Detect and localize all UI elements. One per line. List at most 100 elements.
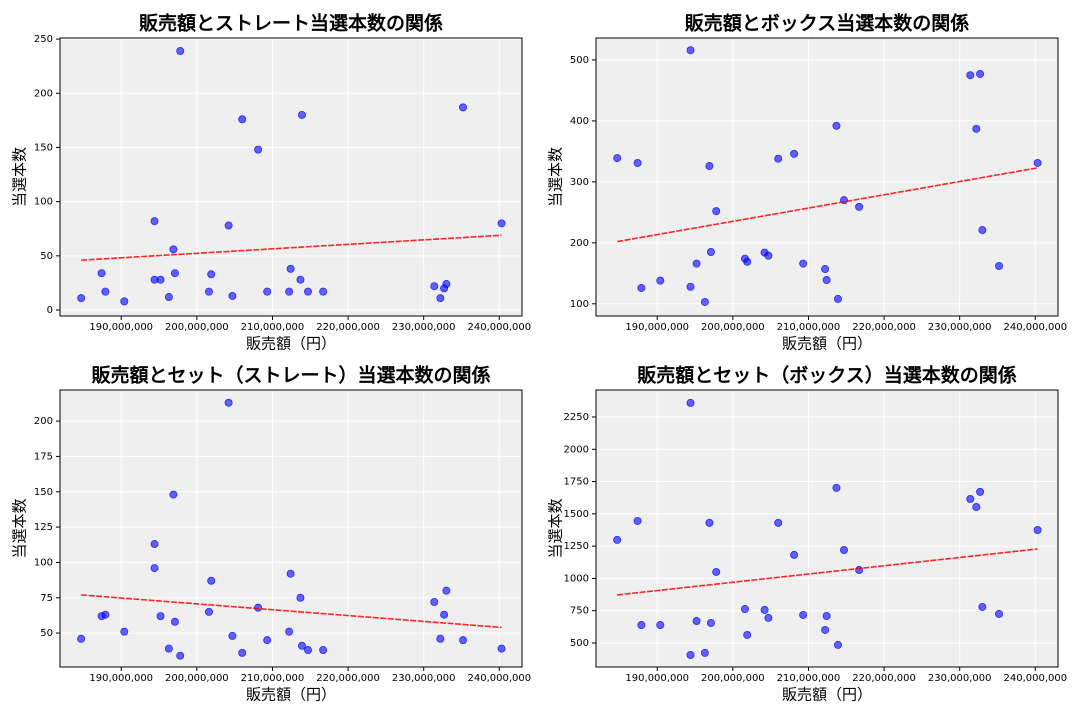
data-point bbox=[263, 636, 272, 645]
data-point bbox=[700, 297, 709, 306]
data-point bbox=[101, 610, 110, 619]
data-point bbox=[972, 502, 981, 511]
data-point bbox=[712, 567, 721, 576]
y-axis-label: 当選本数 bbox=[11, 498, 29, 558]
data-point bbox=[286, 264, 295, 273]
data-point bbox=[228, 631, 237, 640]
y-tick-label: 300 bbox=[570, 177, 589, 188]
data-point bbox=[712, 207, 721, 216]
data-point bbox=[224, 398, 233, 407]
y-axis-label: 当選本数 bbox=[547, 147, 565, 207]
y-tick-label: 100 bbox=[570, 299, 589, 310]
axes-frame bbox=[595, 389, 1059, 668]
data-point bbox=[833, 294, 842, 303]
data-point bbox=[430, 597, 439, 606]
data-point bbox=[207, 270, 216, 279]
x-tick-label: 240,000,000 bbox=[1004, 322, 1068, 333]
data-point bbox=[832, 121, 841, 130]
data-point bbox=[101, 287, 110, 296]
data-point bbox=[1033, 158, 1042, 167]
data-point bbox=[764, 613, 773, 622]
y-tick-label: 500 bbox=[570, 638, 589, 649]
x-tick-label: 200,000,000 bbox=[701, 322, 765, 333]
data-point bbox=[821, 265, 830, 274]
data-point bbox=[97, 269, 106, 278]
plot-area bbox=[60, 38, 522, 316]
x-axis-label: 販売額（円） bbox=[782, 686, 872, 704]
data-point bbox=[840, 546, 849, 555]
data-point bbox=[228, 291, 237, 300]
data-point bbox=[700, 648, 709, 657]
data-point bbox=[176, 651, 185, 660]
y-tick-label: 150 bbox=[34, 142, 53, 153]
subplot: 190,000,000 200,000,000 210,000,000 220,000… bbox=[547, 12, 1068, 353]
y-tick-label: 50 bbox=[40, 628, 53, 639]
y-tick-label: 50 bbox=[40, 251, 53, 262]
data-point bbox=[976, 487, 985, 496]
subplot: 190,000,000 200,000,000 210,000,000 220,000… bbox=[547, 364, 1068, 704]
data-point bbox=[238, 648, 247, 657]
y-axis-label: 当選本数 bbox=[547, 498, 565, 558]
data-point bbox=[156, 275, 165, 284]
data-point bbox=[77, 294, 86, 303]
x-axis-label: 販売額（円） bbox=[246, 335, 336, 353]
data-point bbox=[1033, 525, 1042, 534]
data-point bbox=[692, 259, 701, 268]
data-point bbox=[164, 644, 173, 653]
data-point bbox=[995, 262, 1004, 271]
y-tick-label: 1750 bbox=[564, 477, 589, 488]
axes-frame bbox=[59, 389, 523, 668]
y-tick-label: 1000 bbox=[564, 573, 589, 584]
x-tick-label: 220,000,000 bbox=[852, 673, 916, 684]
plot-area bbox=[60, 390, 522, 667]
x-tick-label: 200,000,000 bbox=[701, 673, 765, 684]
y-tick-label: 125 bbox=[34, 522, 53, 533]
axes-frame bbox=[595, 37, 1059, 317]
data-point bbox=[238, 115, 247, 124]
data-point bbox=[459, 636, 468, 645]
y-tick-label: 150 bbox=[34, 487, 53, 498]
data-point bbox=[150, 217, 159, 226]
x-tick-label: 230,000,000 bbox=[392, 322, 456, 333]
data-point bbox=[170, 617, 179, 626]
y-axis-label: 当選本数 bbox=[11, 147, 29, 207]
trend-line bbox=[617, 167, 1038, 243]
x-tick-label: 240,000,000 bbox=[468, 673, 532, 684]
data-point bbox=[821, 625, 830, 634]
x-tick-label: 210,000,000 bbox=[241, 322, 305, 333]
trend-line bbox=[617, 548, 1038, 596]
data-point bbox=[156, 612, 165, 621]
data-point bbox=[822, 276, 831, 285]
y-tick-label: 200 bbox=[34, 416, 53, 427]
data-point bbox=[440, 610, 449, 619]
data-point bbox=[686, 46, 695, 55]
data-point bbox=[285, 287, 294, 296]
data-point bbox=[855, 202, 864, 211]
y-tick-label: 1250 bbox=[564, 541, 589, 552]
data-point bbox=[164, 293, 173, 302]
data-point bbox=[832, 483, 841, 492]
data-point bbox=[319, 287, 328, 296]
data-point bbox=[706, 618, 715, 627]
x-axis-label: 販売額（円） bbox=[782, 335, 872, 353]
x-tick-label: 230,000,000 bbox=[928, 322, 992, 333]
data-point bbox=[169, 490, 178, 499]
data-point bbox=[204, 287, 213, 296]
data-point bbox=[459, 103, 468, 112]
data-point bbox=[740, 605, 749, 614]
y-tick-label: 500 bbox=[570, 55, 589, 66]
data-point bbox=[77, 634, 86, 643]
data-point bbox=[686, 650, 695, 659]
data-point bbox=[743, 257, 752, 266]
x-tick-label: 210,000,000 bbox=[241, 673, 305, 684]
x-tick-label: 190,000,000 bbox=[625, 322, 689, 333]
x-tick-label: 220,000,000 bbox=[316, 673, 380, 684]
data-point bbox=[855, 566, 864, 575]
chart-title: 販売額とストレート当選本数の関係 bbox=[139, 12, 443, 35]
chart-title: 販売額とボックス当選本数の関係 bbox=[685, 12, 969, 35]
x-axis-label: 販売額（円） bbox=[246, 686, 336, 704]
trend-line bbox=[81, 234, 502, 261]
data-point bbox=[764, 251, 773, 260]
data-point bbox=[150, 540, 159, 549]
